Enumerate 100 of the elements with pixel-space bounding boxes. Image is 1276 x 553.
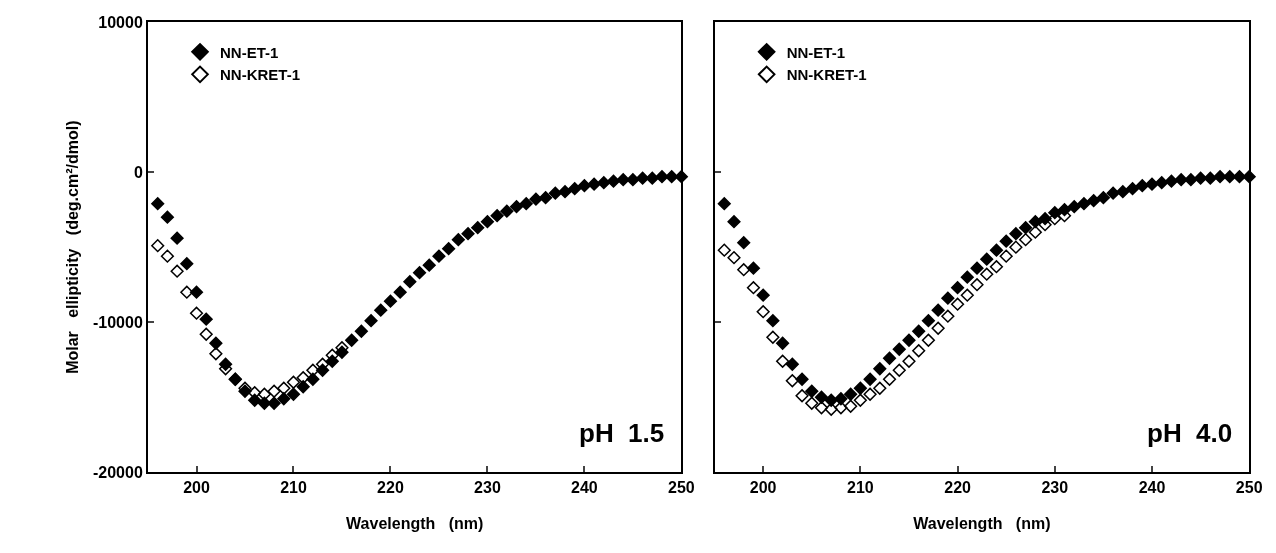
point — [941, 309, 955, 323]
point — [873, 362, 887, 376]
x-axis-title: Wavelength (nm) — [346, 514, 484, 532]
point — [795, 389, 809, 403]
point — [539, 191, 553, 205]
point — [209, 347, 223, 361]
point — [267, 396, 281, 410]
point — [296, 371, 310, 385]
x-tick-label: 200 — [749, 479, 777, 497]
point — [1125, 182, 1140, 196]
point — [286, 375, 301, 389]
point — [1184, 173, 1198, 187]
point — [1019, 233, 1033, 247]
point — [587, 177, 601, 191]
point — [257, 387, 271, 401]
point — [805, 384, 819, 398]
point — [737, 236, 751, 250]
point — [960, 270, 974, 284]
point — [296, 380, 310, 394]
point — [863, 387, 877, 401]
point — [1009, 227, 1023, 241]
point — [960, 288, 974, 302]
y-tick-label: -20000 — [92, 463, 143, 481]
point — [980, 252, 994, 266]
point — [902, 354, 916, 368]
point — [286, 387, 301, 401]
point — [345, 333, 359, 347]
point — [451, 233, 465, 247]
point — [655, 170, 669, 184]
point — [1009, 240, 1023, 254]
point — [853, 381, 867, 395]
annotation: pH 4.0 — [1147, 418, 1233, 448]
point — [490, 209, 504, 223]
point — [912, 324, 926, 338]
point — [180, 285, 194, 299]
point — [931, 303, 945, 317]
y-tick-label: 0 — [133, 163, 143, 181]
point — [941, 291, 955, 305]
point — [785, 374, 799, 388]
point — [873, 381, 887, 395]
point — [1019, 221, 1033, 235]
point — [950, 281, 965, 295]
point — [645, 171, 659, 185]
point — [766, 314, 780, 328]
legend-label: NN-ET-1 — [220, 43, 279, 61]
point — [980, 267, 994, 281]
x-tick-label: 230 — [1041, 479, 1069, 497]
point — [412, 266, 427, 280]
x-tick-label: 240 — [1138, 479, 1166, 497]
point — [267, 384, 281, 398]
point — [529, 192, 543, 206]
y-tick-label: 10000 — [98, 13, 143, 31]
point — [1028, 225, 1042, 239]
point — [160, 249, 175, 263]
point — [717, 243, 731, 257]
point — [364, 314, 378, 328]
legend-label: NN-KRET-1 — [220, 66, 301, 84]
point — [746, 261, 761, 275]
point — [461, 227, 475, 241]
point — [500, 204, 514, 218]
point — [616, 173, 630, 187]
point — [814, 401, 829, 415]
point — [480, 215, 495, 229]
point — [180, 257, 194, 271]
point — [882, 372, 897, 386]
point — [1155, 176, 1169, 190]
x-tick-label: 250 — [1235, 479, 1263, 497]
point — [766, 330, 780, 344]
point — [277, 392, 291, 406]
point — [1145, 177, 1159, 191]
point — [970, 278, 984, 292]
point — [209, 336, 223, 350]
point — [756, 305, 770, 319]
y-axis-title: Molar ellipticity (deg.cm²/dmol) — [64, 120, 82, 374]
point — [1232, 170, 1247, 184]
point — [1077, 197, 1091, 211]
point — [785, 357, 799, 371]
point — [931, 321, 945, 335]
point — [727, 251, 741, 265]
point — [170, 231, 184, 245]
point — [844, 387, 858, 401]
point — [568, 182, 582, 196]
point — [189, 285, 204, 299]
point — [1213, 170, 1227, 184]
point — [170, 264, 184, 278]
x-axis-title: Wavelength (nm) — [913, 514, 1051, 532]
point — [558, 185, 572, 199]
point — [432, 249, 446, 263]
point — [950, 297, 965, 311]
point — [374, 303, 388, 317]
x-tick-label: 210 — [847, 479, 874, 497]
point — [776, 336, 790, 350]
point — [277, 381, 291, 395]
point — [776, 354, 790, 368]
point — [1106, 186, 1120, 200]
point — [999, 249, 1013, 263]
point — [626, 173, 640, 187]
point — [1194, 171, 1208, 185]
point — [403, 275, 417, 289]
legend-label: NN-ET-1 — [786, 43, 845, 61]
